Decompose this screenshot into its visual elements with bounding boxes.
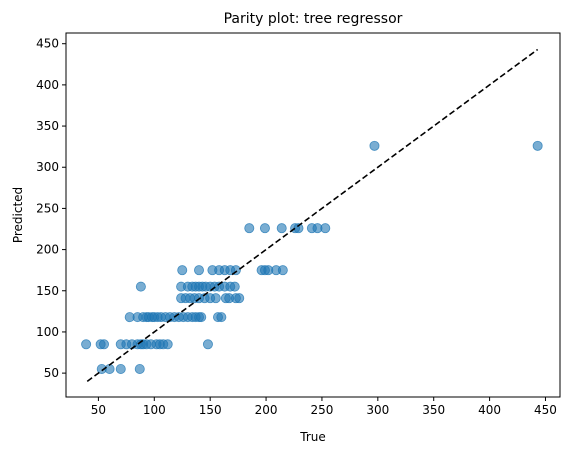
y-axis-label: Predicted	[11, 187, 25, 243]
x-tick-label: 450	[534, 403, 557, 417]
data-point	[177, 265, 188, 276]
x-axis-label: True	[299, 430, 326, 444]
data-point	[320, 223, 331, 234]
y-axis-ticks: 50 100 150 200 250 300 350 400 450	[36, 37, 66, 380]
data-point	[210, 293, 221, 304]
x-tick-label: 50	[91, 403, 106, 417]
y-tick-label: 450	[36, 37, 59, 51]
y-tick-label: 100	[36, 325, 59, 339]
scatter-points	[81, 140, 543, 374]
x-tick-label: 350	[422, 403, 445, 417]
data-point	[276, 223, 287, 234]
y-tick-label: 250	[36, 201, 59, 215]
y-tick-label: 50	[44, 366, 59, 380]
data-point	[234, 293, 245, 304]
y-tick-label: 350	[36, 119, 59, 133]
x-axis-ticks: 50 100 150 200 250 300 350 400 450	[91, 397, 557, 417]
plot-frame	[65, 32, 561, 398]
x-tick-label: 200	[255, 403, 278, 417]
data-point	[162, 339, 173, 350]
data-point	[193, 265, 204, 276]
data-point	[115, 363, 126, 374]
data-point	[230, 265, 241, 276]
y-tick-label: 150	[36, 284, 59, 298]
y-tick-label: 300	[36, 160, 59, 174]
data-point	[196, 312, 207, 323]
y-tick-label: 200	[36, 243, 59, 257]
x-tick-label: 150	[199, 403, 222, 417]
x-tick-label: 100	[143, 403, 166, 417]
data-point	[81, 339, 92, 350]
data-point	[369, 140, 380, 151]
y-tick-label: 400	[36, 78, 59, 92]
x-tick-label: 300	[366, 403, 389, 417]
data-point	[135, 281, 146, 292]
data-point	[99, 339, 110, 350]
chart-title: Parity plot: tree regressor	[224, 11, 403, 27]
data-point	[216, 312, 227, 323]
data-point	[202, 339, 213, 350]
data-point	[134, 363, 145, 374]
data-point	[259, 223, 270, 234]
x-tick-label: 250	[310, 403, 333, 417]
data-point	[277, 265, 288, 276]
identity-reference-line	[86, 48, 539, 382]
data-point	[532, 140, 543, 151]
reference-line-layer	[86, 48, 539, 382]
data-point	[244, 223, 255, 234]
x-tick-label: 400	[478, 403, 501, 417]
data-point	[229, 281, 240, 292]
